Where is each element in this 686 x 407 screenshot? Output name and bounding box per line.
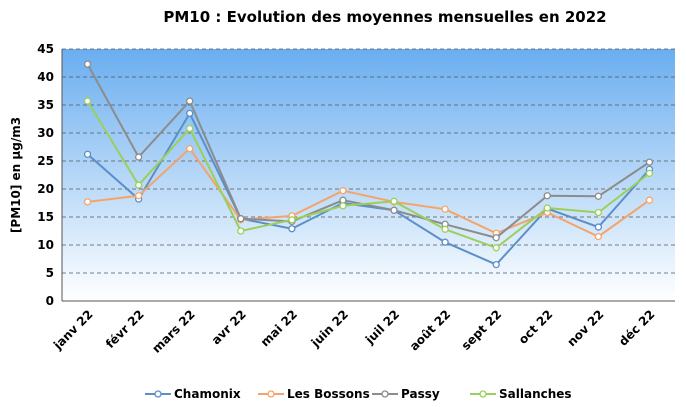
series-line — [86, 100, 651, 249]
data-point — [83, 198, 92, 206]
y-tick-label: 15 — [37, 210, 54, 224]
x-tick-label: janv 22 — [50, 307, 96, 353]
y-tick-label: 10 — [37, 238, 54, 252]
data-point — [390, 206, 398, 214]
data-point — [594, 208, 603, 217]
data-point — [83, 60, 92, 68]
legend-marker — [381, 390, 389, 398]
legend-marker — [154, 390, 162, 398]
data-point — [237, 227, 245, 235]
x-tick-label: févr 22 — [103, 307, 147, 351]
data-point — [594, 223, 603, 231]
series-line — [86, 63, 651, 239]
data-point — [594, 232, 603, 241]
series-line — [87, 147, 651, 238]
x-tick-label: oct 22 — [516, 307, 556, 347]
series-line — [86, 111, 651, 266]
data-point — [83, 150, 92, 158]
data-point — [492, 260, 500, 269]
x-tick-label: juil 22 — [362, 307, 402, 347]
y-tick-label: 40 — [37, 70, 54, 84]
y-tick-label: 0 — [46, 294, 54, 308]
x-tick-label: nov 22 — [564, 307, 606, 349]
x-tick-label: déc 22 — [616, 307, 658, 349]
data-point — [492, 234, 500, 242]
x-tick-label: avr 22 — [209, 307, 249, 347]
data-point — [543, 192, 551, 200]
data-point — [134, 192, 143, 200]
data-point — [186, 145, 194, 153]
legend-label: Passy — [401, 387, 440, 401]
y-tick-label: 25 — [37, 154, 54, 168]
data-point — [441, 238, 449, 246]
data-point — [645, 196, 654, 204]
data-point — [339, 187, 347, 195]
data-point — [339, 202, 347, 210]
data-point — [543, 204, 551, 212]
legend-label: Sallanches — [499, 387, 572, 401]
plot-area — [62, 49, 675, 301]
data-point — [134, 153, 143, 161]
x-tick-label: mai 22 — [258, 307, 300, 349]
data-point — [186, 109, 194, 118]
chart-title: PM10 : Evolution des moyennes mensuelles… — [163, 8, 606, 26]
data-point — [594, 192, 603, 200]
legend-label: Chamonix — [174, 387, 241, 401]
x-tick-label: sept 22 — [459, 307, 505, 353]
data-point — [134, 181, 143, 189]
data-point — [288, 216, 296, 224]
y-tick-label: 45 — [37, 42, 54, 56]
y-tick-label: 20 — [37, 182, 54, 196]
data-point — [492, 244, 500, 252]
data-point — [83, 97, 92, 105]
x-tick-label: août 22 — [407, 307, 453, 353]
x-tick-label: juin 22 — [308, 307, 351, 350]
data-point — [288, 225, 296, 233]
data-point — [645, 169, 654, 177]
y-tick-label: 5 — [46, 266, 54, 280]
x-tick-label: mars 22 — [149, 307, 197, 355]
legend-label: Les Bossons — [287, 387, 370, 401]
data-point — [237, 215, 245, 223]
legend-marker — [267, 390, 275, 398]
data-point — [441, 205, 449, 213]
data-point — [645, 158, 654, 166]
y-tick-label: 35 — [37, 98, 54, 112]
y-tick-label: 30 — [37, 126, 54, 140]
data-point — [441, 225, 449, 233]
data-point — [186, 124, 194, 133]
legend-marker — [479, 390, 487, 398]
data-point — [186, 97, 194, 105]
data-point — [390, 197, 398, 205]
y-axis-label: [PM10] en µg/m3 — [9, 117, 23, 233]
